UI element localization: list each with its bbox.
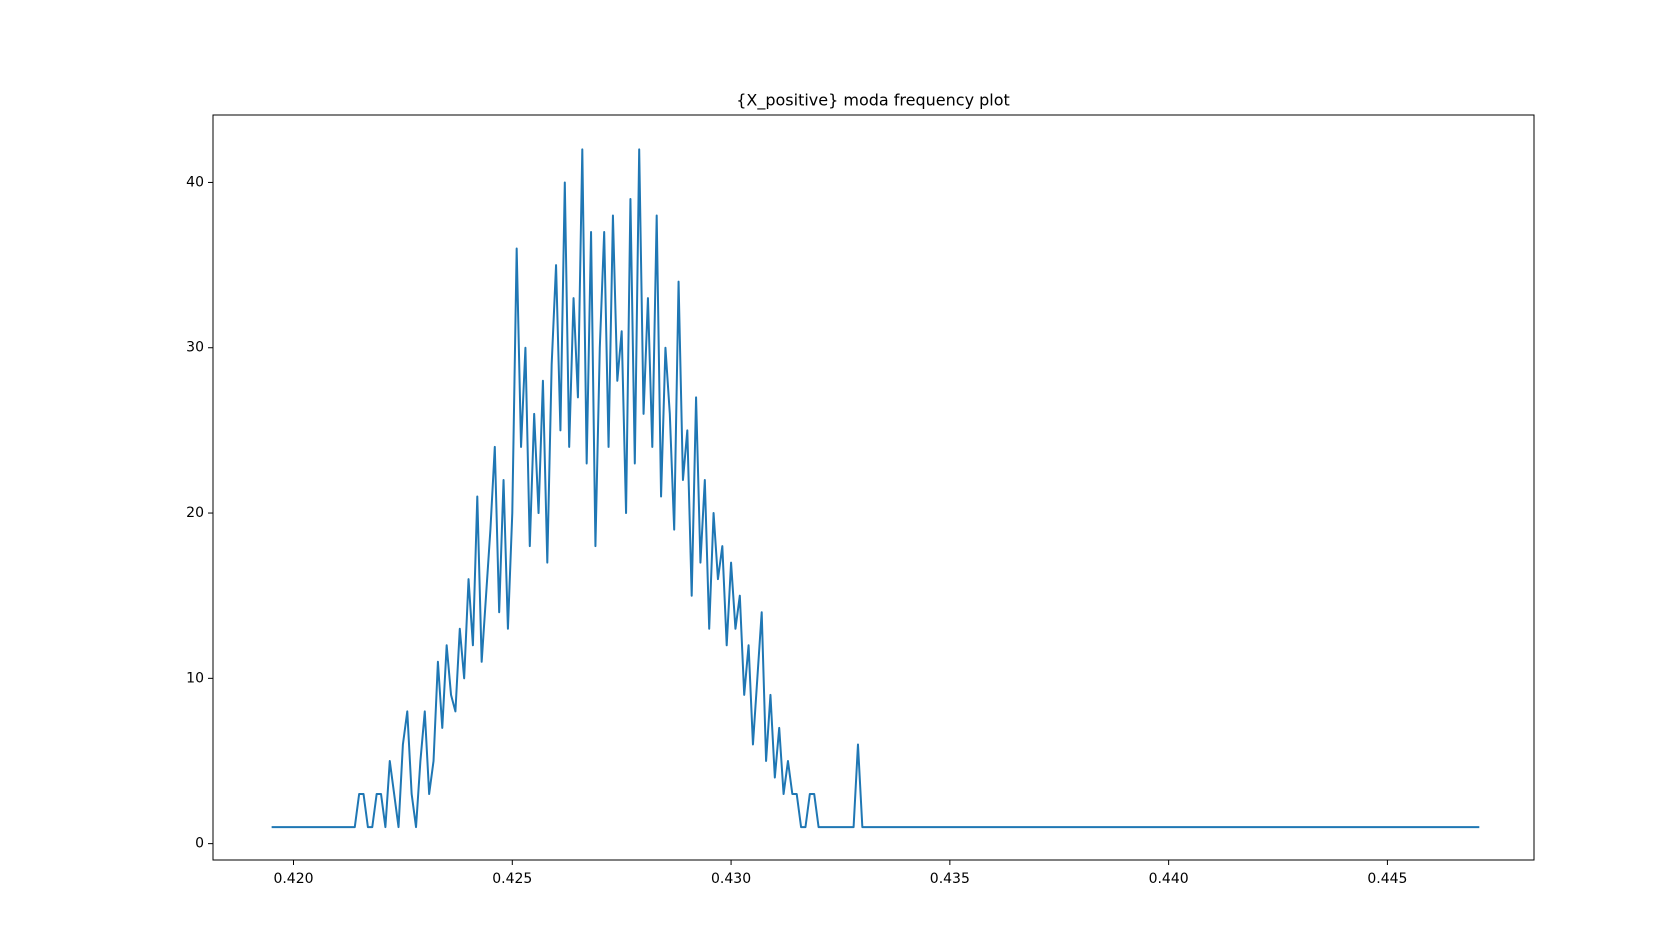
y-tick-label: 10 <box>186 670 204 686</box>
y-tick-label: 20 <box>186 505 204 521</box>
x-tick-label: 0.420 <box>273 871 313 887</box>
y-tick-label: 0 <box>195 836 204 852</box>
x-tick-label: 0.445 <box>1367 871 1407 887</box>
x-tick-label: 0.435 <box>930 871 970 887</box>
chart-title: {X_positive} moda frequency plot <box>736 91 1010 111</box>
x-tick-label: 0.425 <box>492 871 532 887</box>
x-tick-label: 0.430 <box>711 871 751 887</box>
axes-frame <box>212 114 1535 861</box>
data-line <box>271 148 1480 829</box>
x-tick-label: 0.440 <box>1149 871 1189 887</box>
y-tick-label: 40 <box>186 174 204 190</box>
y-tick-label: 30 <box>186 340 204 356</box>
